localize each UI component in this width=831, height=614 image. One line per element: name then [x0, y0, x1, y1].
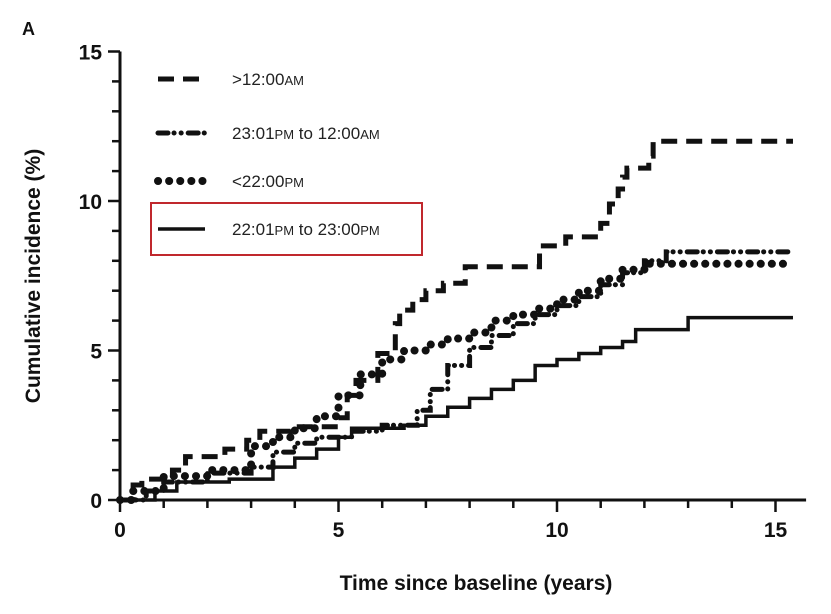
x-tick-label: 5: [333, 519, 345, 542]
axes: 0 5 10 15 0 5 10 15: [79, 42, 807, 542]
legend-label-2: <22:00PM: [232, 172, 304, 191]
plot-lines: [116, 138, 797, 504]
y-tick-label: 0: [90, 490, 102, 513]
y-tick-label: 5: [90, 341, 102, 364]
series-line-1: [117, 249, 796, 503]
panel-label: A: [22, 19, 35, 39]
legend: >12:00AM 23:01PM to 12:00AM <22:00PM 22:01P…: [150, 70, 423, 256]
series-line-2: [116, 259, 797, 504]
legend-label-1: 23:01PM to 12:00AM: [232, 124, 380, 143]
legend-label-0: >12:00AM: [232, 70, 304, 89]
legend-label-3: 22:01PM to 23:00PM: [232, 220, 380, 239]
x-tick-label: 15: [764, 519, 788, 542]
y-tick-label: 10: [79, 191, 102, 214]
series-line-3: [120, 315, 793, 502]
y-tick-label: 15: [79, 42, 103, 65]
x-tick-label: 10: [545, 519, 568, 542]
legend-highlight-box: [150, 202, 423, 256]
series-line-0: [120, 138, 793, 503]
y-axis-title: Cumulative incidence (%): [22, 149, 45, 403]
x-tick-label: 0: [114, 519, 126, 542]
x-axis-title: Time since baseline (years): [340, 572, 613, 595]
